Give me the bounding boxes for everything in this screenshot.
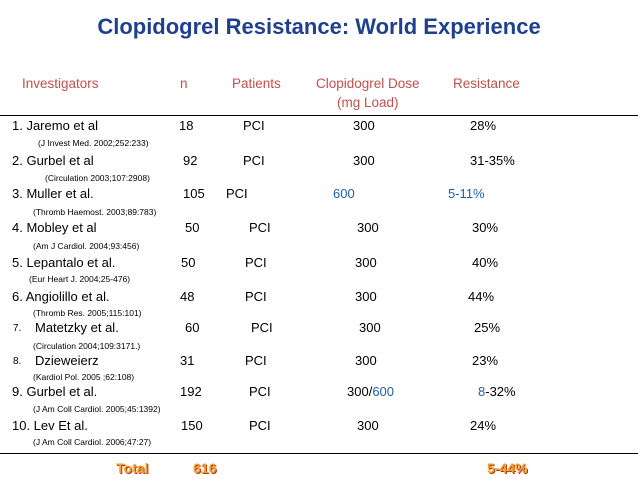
dose-value: 300/600 <box>347 384 394 399</box>
citation: (J Am Coll Cardiol. 2006;47:27) <box>33 437 152 447</box>
investigator-name: 2. Gurbel et al <box>12 153 94 168</box>
citation: (J Invest Med. 2002;252:233) <box>38 138 149 148</box>
resistance-value: 25% <box>474 320 501 335</box>
n-value: 50 <box>185 220 200 235</box>
investigator-name: Dzieweierz <box>35 353 99 368</box>
n-value: 50 <box>181 255 196 270</box>
n-value: 105 <box>183 186 205 201</box>
citation: (Eur Heart J. 2004;25-476) <box>29 274 131 284</box>
page-title: Clopidogrel Resistance: World Experience <box>97 14 541 39</box>
patients-value: PCI <box>249 220 271 235</box>
header-dose: Clopidogrel Dose <box>316 76 420 91</box>
resistance-value: 5-11% <box>448 186 485 201</box>
investigator-name: 1. Jaremo et al <box>12 118 98 133</box>
resistance-value: 8-32% <box>478 384 516 399</box>
dose-value: 300 <box>355 353 377 368</box>
header-investigators: Investigators <box>22 76 99 91</box>
total-resistance: 5-44% <box>487 460 528 476</box>
dose-value: 300 <box>359 320 381 335</box>
citation: (Circulation 2004;109:3171.) <box>33 341 141 351</box>
resistance-value: 31-35% <box>470 153 515 168</box>
patients-value: PCI <box>251 320 273 335</box>
investigator-name: 5. Lepantalo et al. <box>12 255 116 270</box>
citation: (J Am Coll Cardiol. 2005;45:1392) <box>33 404 161 414</box>
investigator-name: 3. Muller et al. <box>12 186 94 201</box>
investigator-name: Matetzky et al. <box>35 320 119 335</box>
citation: (Thromb Res. 2005;115:101) <box>33 308 142 318</box>
citation: (Circulation 2003;107:2908) <box>45 173 150 183</box>
total-n: 616 <box>193 460 217 476</box>
n-value: 48 <box>180 289 195 304</box>
investigator-name: 4. Mobley et al <box>12 220 97 235</box>
resistance-value: 23% <box>472 353 499 368</box>
resistance-value: 28% <box>470 118 497 133</box>
resistance-value: 40% <box>472 255 499 270</box>
header-patients: Patients <box>232 76 281 91</box>
total-divider <box>0 453 638 454</box>
resistance-value: 44% <box>468 289 495 304</box>
patients-value: PCI <box>245 255 267 270</box>
citation: (Kardiol Pol. 2005 ;62:108) <box>33 372 135 382</box>
patients-value: PCI <box>243 118 265 133</box>
dose-value-base: 300/ <box>347 384 373 399</box>
investigator-name: 10. Lev Et al. <box>12 418 88 433</box>
patients-value: PCI <box>245 289 267 304</box>
investigator-name: 9. Gurbel et al. <box>12 384 98 399</box>
resistance-low: 8 <box>478 384 486 399</box>
header-dose-unit: (mg Load) <box>337 95 399 110</box>
n-value: 192 <box>180 384 202 399</box>
n-value: 92 <box>183 153 198 168</box>
row-number: 7. <box>13 323 22 334</box>
dose-value: 300 <box>353 118 375 133</box>
n-value: 31 <box>180 353 195 368</box>
dose-value: 300 <box>353 153 375 168</box>
dose-value: 300 <box>357 418 379 433</box>
n-value: 60 <box>185 320 200 335</box>
dose-value-load: 600 <box>372 384 395 399</box>
resistance-value: 24% <box>470 418 497 433</box>
n-value: 18 <box>179 118 194 133</box>
patients-value: PCI <box>226 186 248 201</box>
patients-value: PCI <box>249 384 271 399</box>
citation: (Am J Cardiol. 2004;93:456) <box>33 241 140 251</box>
header-resistance: Resistance <box>453 76 520 91</box>
dose-value: 600 <box>333 186 355 201</box>
patients-value: PCI <box>249 418 271 433</box>
header-divider <box>0 115 638 116</box>
patients-value: PCI <box>243 153 265 168</box>
total-label: Total <box>116 460 149 476</box>
investigator-name: 6. Angiolillo et al. <box>12 289 110 304</box>
dose-value: 300 <box>355 289 377 304</box>
row-number: 8. <box>13 356 22 367</box>
resistance-high: -32% <box>485 384 516 399</box>
n-value: 150 <box>181 418 203 433</box>
citation: (Thromb Haemost. 2003;89:783) <box>33 207 157 217</box>
patients-value: PCI <box>245 353 267 368</box>
dose-value: 300 <box>355 255 377 270</box>
dose-value: 300 <box>357 220 379 235</box>
header-n: n <box>180 76 188 91</box>
resistance-value: 30% <box>472 220 499 235</box>
